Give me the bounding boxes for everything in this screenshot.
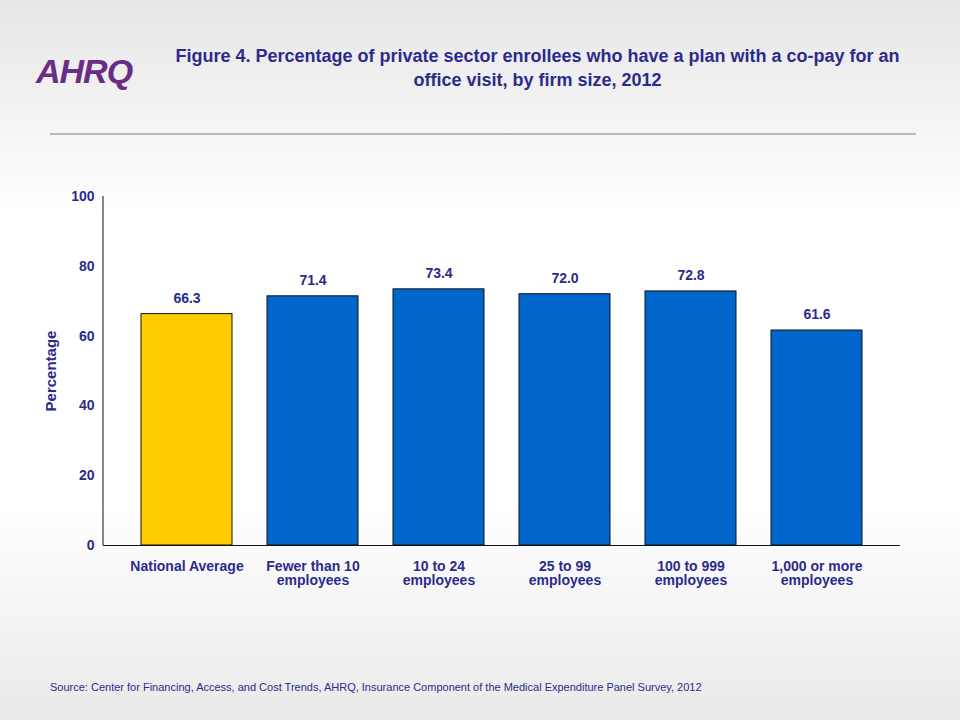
html-text:Source: Center for Financing,: Source: Center for Financing, Access, an…: [50, 681, 702, 693]
svg-text:20: 20: [79, 467, 95, 483]
svg-text:25 to 99employees: 25 to 99employees: [529, 558, 602, 588]
svg-text:40: 40: [79, 397, 95, 413]
svg-text:Fewer than 10employees: Fewer than 10employees: [266, 558, 360, 588]
svg-text:10 to 24employees: 10 to 24employees: [403, 558, 476, 588]
svg-text:100 to 999employees: 100 to 999employees: [655, 558, 728, 588]
html-text:Figure 4. Percentage of privat: Figure 4. Percentage of private sector e…: [175, 46, 900, 90]
svg-text:National Average: National Average: [130, 558, 244, 574]
html-text:AHRQ: AHRQ: [36, 52, 133, 90]
svg-text:61.6: 61.6: [803, 306, 830, 322]
svg-text:71.4: 71.4: [299, 272, 326, 288]
svg-text:1,000 or moreemployees: 1,000 or moreemployees: [771, 558, 862, 588]
svg-text:100: 100: [71, 188, 95, 204]
svg-text:72.0: 72.0: [551, 270, 578, 286]
svg-text:60: 60: [79, 328, 95, 344]
svg-text:66.3: 66.3: [173, 290, 200, 306]
svg-text:0: 0: [87, 537, 95, 553]
svg-text:72.8: 72.8: [677, 267, 704, 283]
svg-text:73.4: 73.4: [425, 265, 452, 281]
svg-text:Percentage: Percentage: [42, 331, 59, 412]
svg-text:80: 80: [79, 258, 95, 274]
